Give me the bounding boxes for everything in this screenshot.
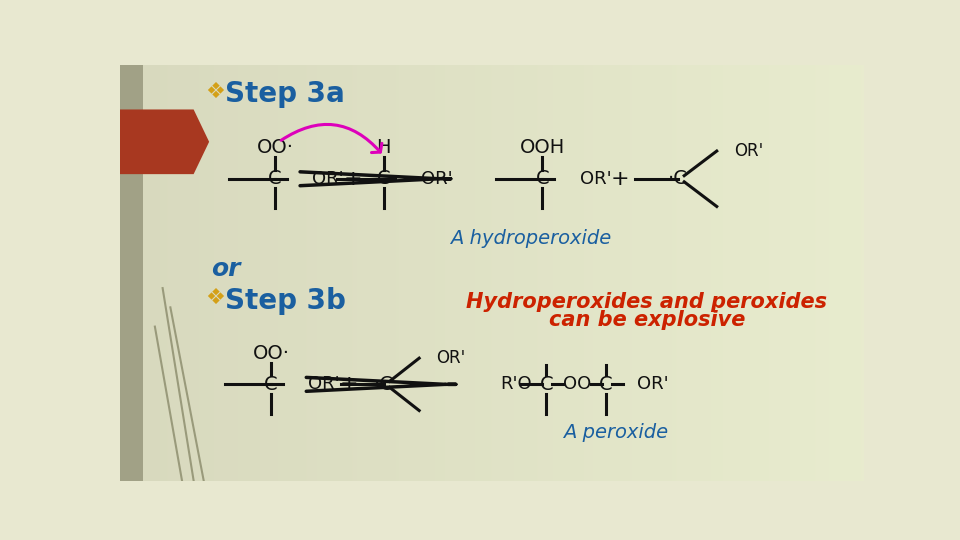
Text: A hydroperoxide: A hydroperoxide: [450, 228, 612, 247]
Text: OR': OR': [420, 170, 452, 188]
Text: or: or: [211, 257, 241, 281]
Text: OOH: OOH: [519, 138, 565, 158]
Text: +: +: [343, 169, 362, 189]
Text: C: C: [599, 375, 612, 394]
Text: C: C: [264, 375, 278, 394]
Text: Step 3a: Step 3a: [226, 80, 346, 108]
Bar: [120, 65, 143, 481]
Text: OR': OR': [308, 375, 340, 393]
Text: Step 3b: Step 3b: [226, 287, 347, 315]
Text: OR': OR': [580, 170, 612, 188]
Text: OO·: OO·: [252, 344, 290, 363]
Text: +: +: [611, 169, 629, 189]
Text: C: C: [376, 169, 391, 188]
Text: OO: OO: [564, 375, 591, 393]
Text: A peroxide: A peroxide: [564, 423, 668, 442]
Polygon shape: [120, 110, 209, 174]
Text: OR': OR': [436, 349, 466, 367]
Text: ❖: ❖: [205, 288, 226, 308]
Text: Hydroperoxides and peroxides: Hydroperoxides and peroxides: [467, 292, 828, 312]
Text: OR': OR': [636, 375, 668, 393]
Text: C: C: [540, 375, 553, 394]
Text: H: H: [376, 138, 391, 158]
Text: +: +: [339, 374, 358, 394]
Text: C: C: [536, 169, 549, 188]
Text: ·C: ·C: [373, 375, 394, 394]
Text: OO·: OO·: [256, 138, 294, 158]
Text: ·C: ·C: [668, 169, 688, 188]
Text: can be explosive: can be explosive: [549, 310, 745, 330]
Text: C: C: [268, 169, 282, 188]
Text: R'O: R'O: [500, 375, 532, 393]
Text: OR': OR': [733, 142, 763, 160]
Text: OR': OR': [312, 170, 344, 188]
Text: ❖: ❖: [205, 82, 226, 102]
